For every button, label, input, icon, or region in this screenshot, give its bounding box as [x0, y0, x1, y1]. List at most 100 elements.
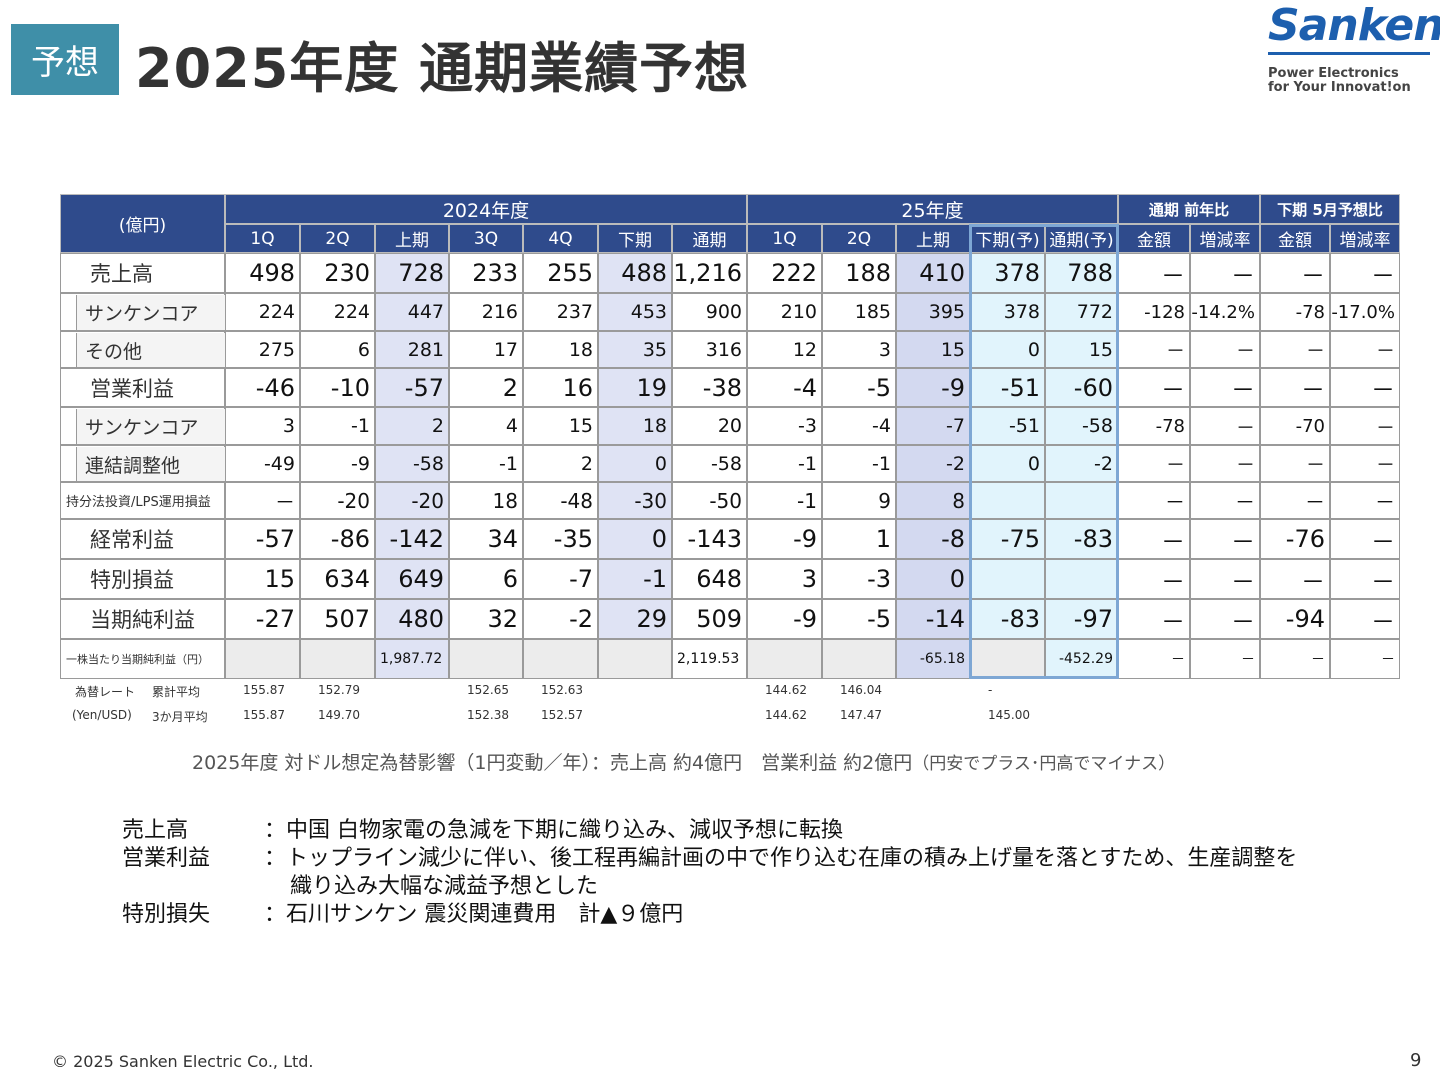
table-cell: -49	[225, 445, 300, 482]
table-cell: -78	[1118, 407, 1190, 445]
column-header: 下期(予)	[970, 224, 1045, 253]
forecast-outline	[969, 224, 1119, 679]
badge: 予想	[11, 24, 119, 95]
table-cell: -452.29	[1045, 639, 1118, 679]
table-cell: -3	[747, 407, 822, 445]
table-cell	[449, 639, 523, 679]
table-cell: －	[1190, 599, 1260, 639]
table-cell: 6	[449, 559, 523, 599]
table-cell: 395	[896, 293, 970, 331]
table-cell: 20	[672, 407, 747, 445]
table-cell: 378	[970, 293, 1045, 331]
table-cell: -75	[970, 519, 1045, 559]
table-cell: 3	[822, 331, 896, 368]
table-cell: －	[1118, 599, 1190, 639]
table-cell: －	[1118, 639, 1190, 679]
table-cell	[970, 559, 1045, 599]
table-cell: －	[1190, 368, 1260, 407]
table-cell: -8	[896, 519, 970, 559]
column-header: 増減率	[1330, 224, 1400, 253]
table-cell: 29	[598, 599, 672, 639]
fx-value: 152.63	[541, 683, 583, 697]
column-header: 2Q	[300, 224, 375, 253]
table-cell: －	[1118, 331, 1190, 368]
bullet-label: 売上高	[122, 818, 189, 843]
fx-value: 145.00	[988, 708, 1030, 722]
table-cell: -50	[672, 482, 747, 519]
table-cell: -51	[970, 407, 1045, 445]
table-cell: 4	[449, 407, 523, 445]
row-label: 営業利益	[90, 376, 174, 401]
table-cell: 2	[523, 445, 598, 482]
table-cell: -30	[598, 482, 672, 519]
table-cell: -1	[747, 482, 822, 519]
fx-label: (Yen/USD)	[72, 708, 132, 722]
table-cell: -1	[598, 559, 672, 599]
row-label: 連結調整他	[76, 447, 225, 481]
table-cell: －	[1190, 519, 1260, 559]
bullet-label: 営業利益	[122, 846, 211, 871]
table-cell: 188	[822, 253, 896, 293]
table-cell: 0	[598, 519, 672, 559]
table-cell: -86	[300, 519, 375, 559]
bullet-label: 特別損失	[122, 902, 211, 927]
column-header: 通期	[672, 224, 747, 253]
group-header: 下期 5月予想比	[1260, 194, 1400, 224]
table-cell: －	[1190, 445, 1260, 482]
row-label: サンケンコア	[76, 295, 225, 330]
table-cell: －	[1190, 253, 1260, 293]
table-cell: 2	[449, 368, 523, 407]
table-cell: 0	[970, 331, 1045, 368]
row-label-cell	[60, 253, 225, 293]
column-header: 下期	[598, 224, 672, 253]
column-header: 1Q	[747, 224, 822, 253]
table-cell: 6	[300, 331, 375, 368]
table-cell: 453	[598, 293, 672, 331]
table-cell	[523, 639, 598, 679]
table-cell: -128	[1118, 293, 1190, 331]
table-cell: -7	[896, 407, 970, 445]
table-cell: 410	[896, 253, 970, 293]
table-cell: -70	[1260, 407, 1330, 445]
table-cell: -46	[225, 368, 300, 407]
column-header: 上期	[896, 224, 970, 253]
table-cell: -76	[1260, 519, 1330, 559]
row-label: 経常利益	[90, 528, 174, 552]
table-cell: -65.18	[896, 639, 970, 679]
table-cell: 15	[225, 559, 300, 599]
table-cell: 498	[225, 253, 300, 293]
table-cell: -60	[1045, 368, 1118, 407]
table-cell: 0	[598, 445, 672, 482]
group-header: 2024年度	[225, 194, 747, 224]
table-cell: 9	[822, 482, 896, 519]
table-cell: -58	[375, 445, 449, 482]
table-cell: -5	[822, 599, 896, 639]
table-cell: -83	[970, 599, 1045, 639]
table-cell: -9	[747, 519, 822, 559]
row-label-cell	[60, 559, 225, 599]
table-cell: －	[1330, 639, 1400, 679]
table-cell	[747, 639, 822, 679]
table-cell: 8	[896, 482, 970, 519]
fx-value: 155.87	[243, 708, 285, 722]
table-cell	[598, 639, 672, 679]
table-cell: 900	[672, 293, 747, 331]
table-cell: -38	[672, 368, 747, 407]
table-cell: 216	[449, 293, 523, 331]
fx-value: 144.62	[765, 683, 807, 697]
bullet-text: ：石川サンケン 震災関連費用 計▲９億円	[264, 902, 684, 927]
table-cell: -2	[1045, 445, 1118, 482]
table-cell: －	[1190, 331, 1260, 368]
table-cell: -10	[300, 368, 375, 407]
table-cell: 18	[449, 482, 523, 519]
table-cell: －	[1260, 639, 1330, 679]
table-cell: -57	[375, 368, 449, 407]
table-cell: 233	[449, 253, 523, 293]
table-cell: -97	[1045, 599, 1118, 639]
table-cell: -20	[375, 482, 449, 519]
column-header: 1Q	[225, 224, 300, 253]
table-cell: 316	[672, 331, 747, 368]
table-cell: 230	[300, 253, 375, 293]
table-cell: －	[1118, 519, 1190, 559]
